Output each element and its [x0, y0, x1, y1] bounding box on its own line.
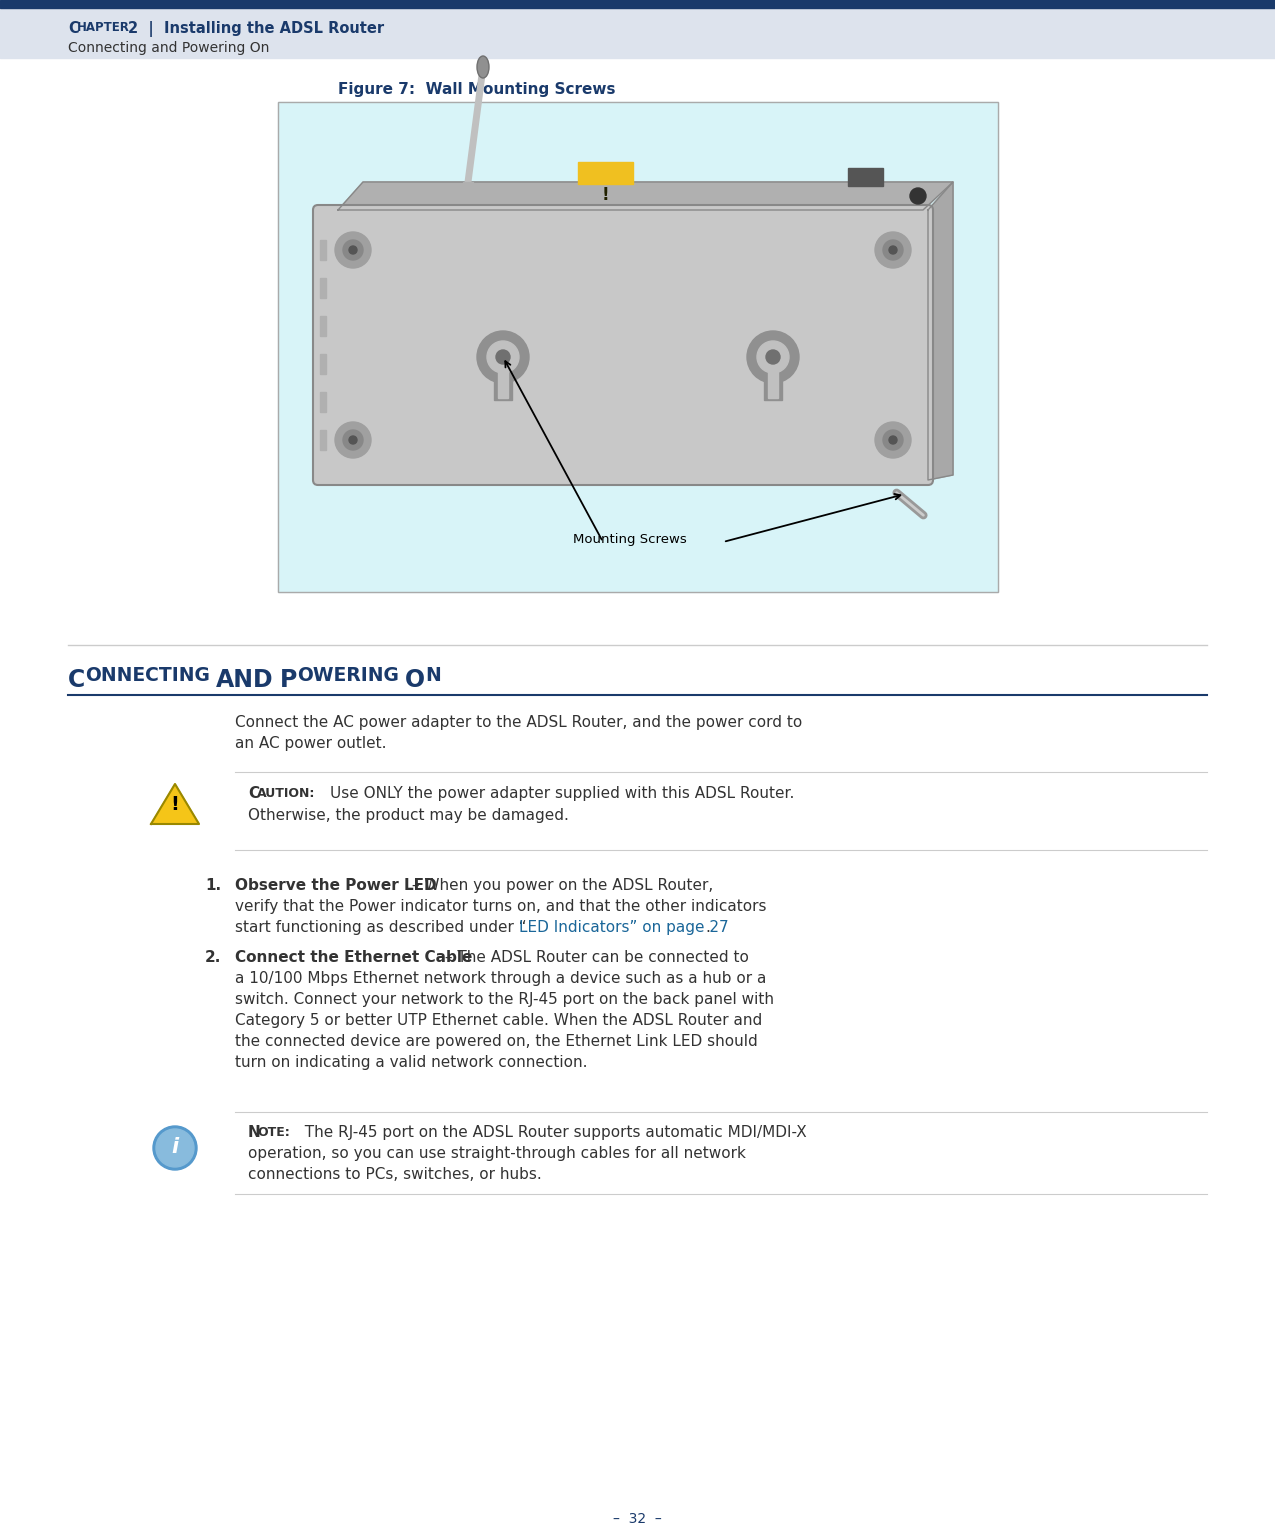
Text: Connecting and Powering On: Connecting and Powering On: [68, 41, 269, 55]
Text: Mounting Screws: Mounting Screws: [572, 533, 687, 545]
Text: i: i: [171, 1137, 179, 1157]
Bar: [0, 8, 1275, 58]
Text: AUTION:: AUTION:: [258, 787, 315, 800]
Text: OWERING: OWERING: [297, 666, 399, 685]
Text: operation, so you can use straight-through cables for all network: operation, so you can use straight-throu…: [249, 1146, 746, 1161]
Text: the connected device are powered on, the Ethernet Link LED should: the connected device are powered on, the…: [235, 1034, 757, 1049]
Polygon shape: [928, 182, 952, 480]
Text: P: P: [279, 668, 297, 692]
Text: !: !: [602, 185, 609, 204]
Polygon shape: [338, 182, 952, 210]
Bar: [320, 430, 326, 450]
Circle shape: [875, 421, 912, 458]
Bar: [463, 182, 473, 201]
Text: – When you power on the ADSL Router,: – When you power on the ADSL Router,: [407, 878, 713, 893]
Text: O: O: [405, 668, 425, 692]
Text: 2.: 2.: [205, 950, 222, 965]
Circle shape: [349, 247, 357, 254]
Text: 1.: 1.: [205, 878, 221, 893]
Ellipse shape: [477, 57, 490, 78]
Text: AND: AND: [217, 668, 274, 692]
Bar: [320, 392, 326, 412]
Text: ONNECTING: ONNECTING: [85, 666, 210, 685]
Circle shape: [349, 437, 357, 444]
Circle shape: [766, 349, 780, 365]
Circle shape: [335, 421, 371, 458]
Text: N: N: [425, 666, 441, 685]
Circle shape: [884, 430, 903, 450]
Circle shape: [343, 241, 363, 260]
Circle shape: [343, 430, 363, 450]
Circle shape: [747, 331, 799, 383]
Circle shape: [889, 247, 898, 254]
Text: Use ONLY the power adapter supplied with this ADSL Router.: Use ONLY the power adapter supplied with…: [330, 786, 794, 801]
Text: Observe the Power LED: Observe the Power LED: [235, 878, 436, 893]
Text: Connect the AC power adapter to the ADSL Router, and the power cord to: Connect the AC power adapter to the ADSL…: [235, 715, 802, 731]
Text: Connect the Ethernet Cable: Connect the Ethernet Cable: [235, 950, 472, 965]
Text: The RJ-45 port on the ADSL Router supports automatic MDI/MDI-X: The RJ-45 port on the ADSL Router suppor…: [295, 1124, 807, 1140]
Text: Figure 7:  Wall Mounting Screws: Figure 7: Wall Mounting Screws: [338, 83, 616, 97]
Text: turn on indicating a valid network connection.: turn on indicating a valid network conne…: [235, 1056, 588, 1069]
Bar: [768, 360, 778, 398]
Circle shape: [757, 342, 789, 372]
Circle shape: [487, 342, 519, 372]
Bar: [578, 162, 632, 184]
Bar: [499, 360, 507, 398]
Text: –  32  –: – 32 –: [612, 1512, 662, 1526]
Circle shape: [875, 231, 912, 268]
Bar: [848, 169, 884, 185]
Circle shape: [910, 188, 926, 204]
Text: HAPTER: HAPTER: [76, 21, 130, 34]
Bar: [320, 354, 326, 374]
Text: C: C: [249, 786, 259, 801]
Text: an AC power outlet.: an AC power outlet.: [235, 735, 386, 751]
Text: – The ADSL Router can be connected to: – The ADSL Router can be connected to: [440, 950, 748, 965]
Bar: [320, 241, 326, 260]
Text: Category 5 or better UTP Ethernet cable. When the ADSL Router and: Category 5 or better UTP Ethernet cable.…: [235, 1013, 762, 1028]
Circle shape: [156, 1129, 194, 1167]
Bar: [320, 316, 326, 336]
Bar: [278, 103, 998, 591]
Text: switch. Connect your network to the RJ-45 port on the back panel with: switch. Connect your network to the RJ-4…: [235, 993, 774, 1007]
Text: 2  |  Installing the ADSL Router: 2 | Installing the ADSL Router: [128, 21, 384, 37]
FancyBboxPatch shape: [312, 205, 933, 486]
Bar: [278, 103, 998, 591]
Circle shape: [477, 331, 529, 383]
Text: Otherwise, the product may be damaged.: Otherwise, the product may be damaged.: [249, 807, 569, 823]
Bar: [493, 357, 513, 400]
Text: a 10/100 Mbps Ethernet network through a device such as a hub or a: a 10/100 Mbps Ethernet network through a…: [235, 971, 766, 987]
Circle shape: [889, 437, 898, 444]
Bar: [764, 357, 782, 400]
Text: LED Indicators” on page 27: LED Indicators” on page 27: [519, 921, 728, 935]
Text: !: !: [171, 795, 180, 815]
Bar: [0, 0, 1275, 8]
Text: C: C: [68, 21, 79, 35]
Bar: [320, 277, 326, 299]
Text: .: .: [705, 921, 710, 935]
Polygon shape: [150, 784, 199, 824]
Text: verify that the Power indicator turns on, and that the other indicators: verify that the Power indicator turns on…: [235, 899, 766, 915]
Circle shape: [496, 349, 510, 365]
Circle shape: [335, 231, 371, 268]
Text: connections to PCs, switches, or hubs.: connections to PCs, switches, or hubs.: [249, 1167, 542, 1183]
Circle shape: [884, 241, 903, 260]
Text: N: N: [249, 1124, 261, 1140]
Text: C: C: [68, 668, 85, 692]
Text: OTE:: OTE:: [258, 1126, 289, 1138]
Text: start functioning as described under “: start functioning as described under “: [235, 921, 527, 935]
Circle shape: [153, 1126, 198, 1170]
